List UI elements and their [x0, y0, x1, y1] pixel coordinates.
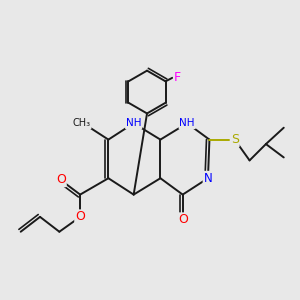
Text: O: O: [56, 173, 66, 186]
Text: S: S: [231, 133, 239, 146]
Text: O: O: [75, 210, 85, 224]
Text: O: O: [178, 213, 188, 226]
Text: N: N: [204, 172, 212, 185]
Text: NH: NH: [126, 118, 141, 128]
Text: NH: NH: [179, 118, 195, 128]
Text: F: F: [174, 71, 181, 84]
Text: CH₃: CH₃: [73, 118, 91, 128]
